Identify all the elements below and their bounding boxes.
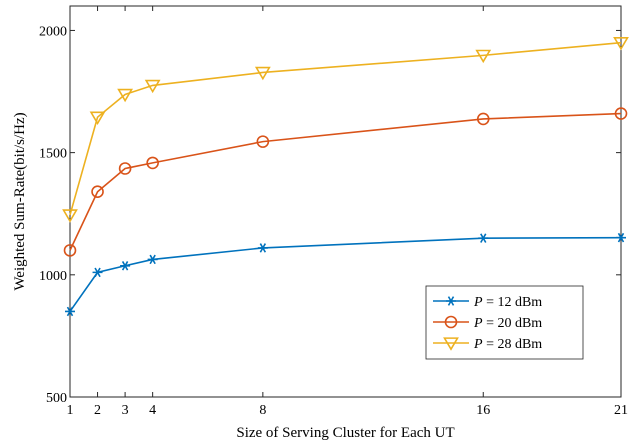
x-tick-label: 8 bbox=[259, 403, 266, 418]
data-point-series-1 bbox=[147, 254, 158, 265]
data-point-series-3 bbox=[254, 66, 271, 81]
data-point-series-3 bbox=[89, 111, 106, 125]
legend-marker-2 bbox=[444, 315, 458, 329]
x-axis-label: Size of Serving Cluster for Each UT bbox=[236, 425, 454, 441]
y-tick-label: 500 bbox=[46, 391, 67, 406]
legend-entry-2: P = 20 dBm bbox=[473, 316, 542, 331]
data-point-series-3 bbox=[613, 36, 629, 51]
data-point-series-2 bbox=[63, 244, 77, 257]
data-point-series-1 bbox=[257, 243, 268, 253]
data-point-series-3 bbox=[475, 49, 492, 64]
data-point-series-2 bbox=[476, 112, 490, 126]
data-point-series-1 bbox=[92, 267, 103, 278]
series-line-3 bbox=[69, 41, 622, 216]
x-tick-label: 21 bbox=[614, 403, 628, 418]
y-axis-label: Weighted Sum-Rate(bit/s/Hz) bbox=[12, 112, 28, 290]
data-point-series-2 bbox=[91, 185, 104, 199]
legend-marker-1 bbox=[446, 296, 456, 306]
data-point-series-2 bbox=[256, 135, 270, 148]
data-point-series-2 bbox=[614, 107, 628, 120]
y-tick-label: 1500 bbox=[39, 147, 67, 162]
data-point-series-3 bbox=[117, 88, 133, 103]
data-point-series-1 bbox=[65, 306, 75, 317]
x-tick-label: 1 bbox=[67, 403, 74, 418]
data-point-series-2 bbox=[118, 162, 132, 175]
data-point-series-1 bbox=[120, 261, 131, 271]
x-tick-label: 16 bbox=[476, 403, 490, 418]
legend-marker-3 bbox=[443, 337, 459, 351]
x-tick-label: 2 bbox=[94, 403, 101, 418]
series-line-2 bbox=[69, 112, 622, 251]
x-tick-label: 4 bbox=[149, 403, 156, 418]
data-point-series-3 bbox=[62, 209, 78, 223]
data-point-series-2 bbox=[146, 156, 159, 170]
legend-entry-1: P = 12 dBm bbox=[473, 295, 542, 310]
data-point-series-1 bbox=[616, 232, 626, 243]
legend-entry-3: P = 28 dBm bbox=[473, 337, 542, 352]
x-tick-label: 3 bbox=[122, 403, 129, 418]
data-point-series-1 bbox=[478, 233, 489, 243]
y-tick-label: 2000 bbox=[39, 24, 67, 39]
data-point-series-3 bbox=[144, 79, 161, 94]
y-tick-label: 1000 bbox=[39, 269, 67, 284]
